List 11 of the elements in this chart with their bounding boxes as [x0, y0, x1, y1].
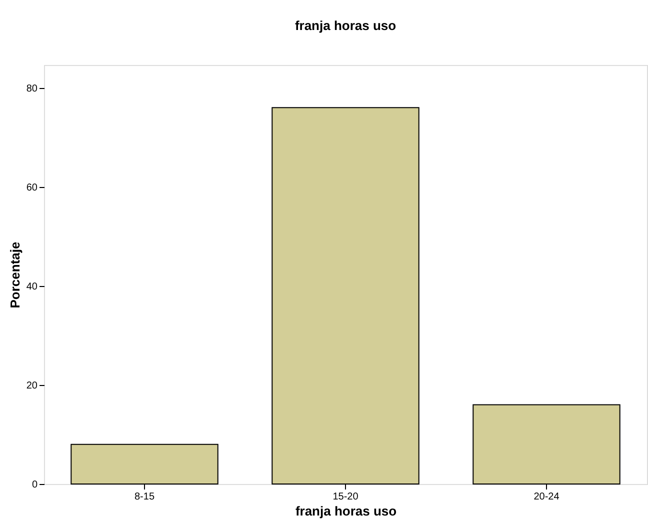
chart-title: franja horas uso: [294, 18, 396, 33]
y-tick-label: 0: [32, 480, 38, 490]
y-tick-label: 60: [26, 182, 38, 194]
y-axis-title: Porcentaje: [7, 242, 22, 308]
x-axis-title: franja horas uso: [295, 504, 397, 518]
y-tick-label: 20: [26, 380, 38, 392]
x-tick-label: 15-20: [332, 492, 359, 502]
y-tick-label: 80: [26, 83, 38, 94]
y-tick-label: 40: [26, 281, 38, 292]
x-tick-label: 20-24: [534, 492, 560, 502]
x-tick-label: 8-15: [134, 492, 155, 502]
